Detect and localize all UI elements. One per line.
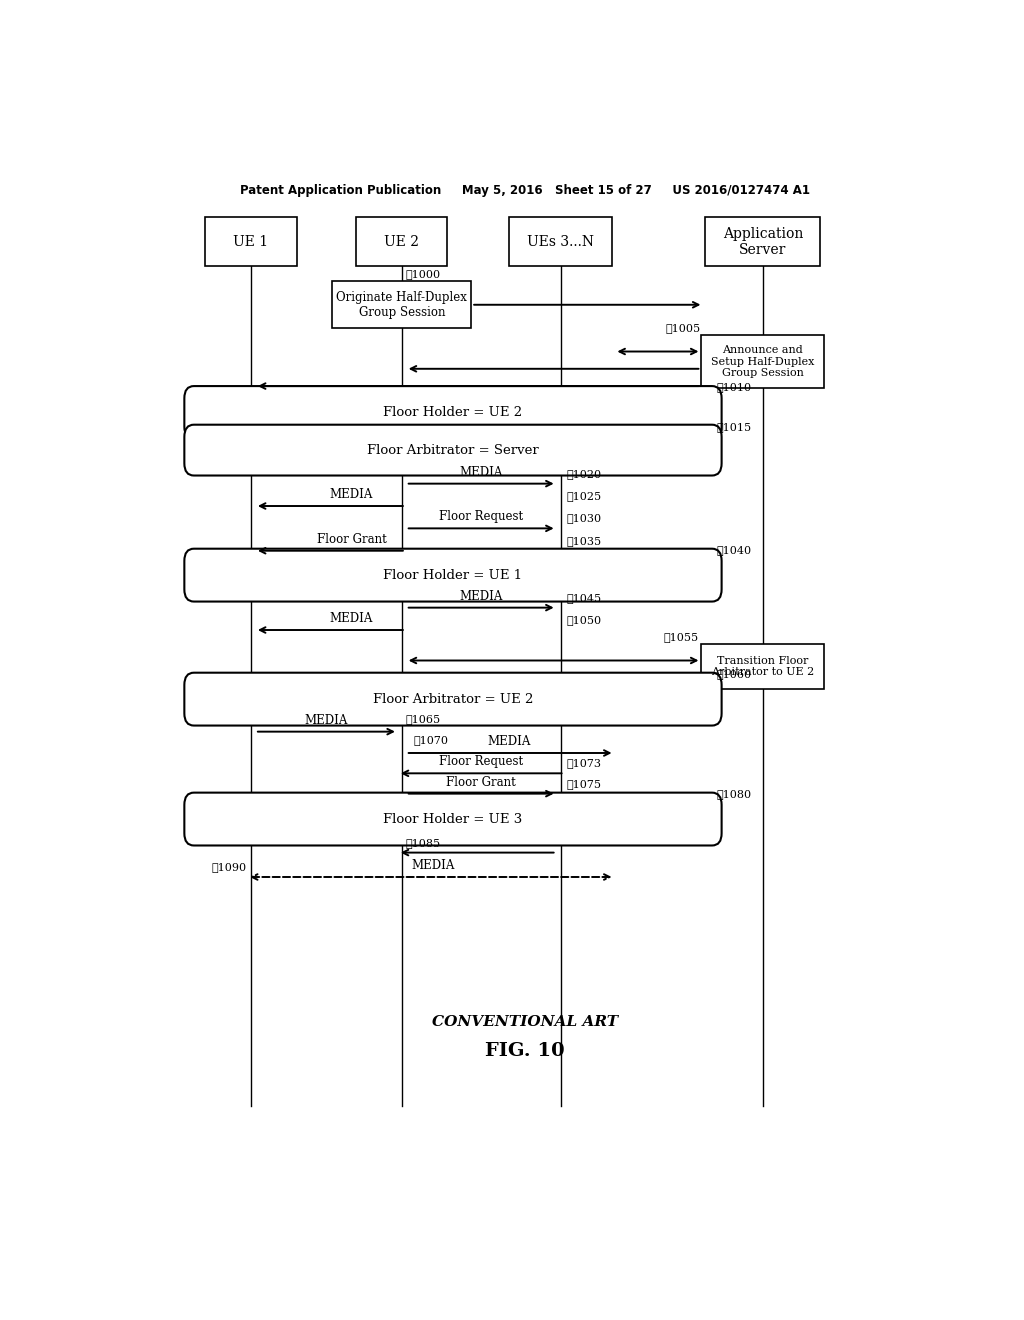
Text: ⌀1030: ⌀1030 [567,513,602,523]
Text: ⌀1015: ⌀1015 [717,422,752,432]
Text: ⌀1080: ⌀1080 [717,788,752,799]
Text: FIG. 10: FIG. 10 [485,1041,564,1060]
Text: ⌀1040: ⌀1040 [717,545,752,554]
Text: MEDIA: MEDIA [305,714,348,726]
Text: MEDIA: MEDIA [487,735,530,748]
Text: Floor Grant: Floor Grant [446,776,516,788]
Text: Floor Request: Floor Request [439,755,523,768]
Text: MEDIA: MEDIA [330,612,373,624]
Text: ⌀1060: ⌀1060 [717,669,752,678]
Text: Floor Holder = UE 3: Floor Holder = UE 3 [383,813,522,825]
Text: ⌀1010: ⌀1010 [717,381,752,392]
Text: MEDIA: MEDIA [412,859,456,873]
Text: ⌀1085: ⌀1085 [406,837,441,847]
Text: Floor Arbitrator = UE 2: Floor Arbitrator = UE 2 [373,693,534,706]
FancyBboxPatch shape [184,792,722,846]
FancyBboxPatch shape [701,644,824,689]
Text: ⌀1075: ⌀1075 [567,779,602,788]
FancyBboxPatch shape [184,673,722,726]
Text: Transition Floor
Arbitrator to UE 2: Transition Floor Arbitrator to UE 2 [712,656,814,677]
Text: UEs 3...N: UEs 3...N [527,235,594,248]
Text: ⌀1070: ⌀1070 [414,735,449,744]
Text: MEDIA: MEDIA [460,466,503,479]
Text: MEDIA: MEDIA [460,590,503,602]
Text: CONVENTIONAL ART: CONVENTIONAL ART [432,1015,617,1030]
FancyBboxPatch shape [509,218,612,267]
Text: Floor Grant: Floor Grant [316,533,386,545]
Text: ⌀1045: ⌀1045 [567,593,602,602]
Text: MEDIA: MEDIA [330,488,373,500]
Text: UE 2: UE 2 [384,235,419,248]
Text: ⌀1025: ⌀1025 [567,491,602,500]
FancyBboxPatch shape [184,385,722,440]
FancyBboxPatch shape [356,218,447,267]
Text: ⌀1055: ⌀1055 [664,632,698,642]
Text: ⌀1020: ⌀1020 [567,469,602,479]
FancyBboxPatch shape [184,549,722,602]
Text: Originate Half-Duplex
Group Session: Originate Half-Duplex Group Session [336,290,467,318]
Text: ⌀1005: ⌀1005 [666,323,700,333]
Text: Floor Arbitrator = Server: Floor Arbitrator = Server [368,444,539,457]
Text: ⌀1035: ⌀1035 [567,536,602,545]
FancyBboxPatch shape [206,218,297,267]
Text: Patent Application Publication     May 5, 2016   Sheet 15 of 27     US 2016/0127: Patent Application Publication May 5, 20… [240,183,810,197]
Text: ⌀1090: ⌀1090 [212,862,247,873]
Text: Floor Holder = UE 1: Floor Holder = UE 1 [383,569,522,582]
Text: UE 1: UE 1 [233,235,268,248]
Text: Floor Request: Floor Request [439,511,523,523]
Text: ⌀1050: ⌀1050 [567,615,602,624]
FancyBboxPatch shape [333,281,471,329]
Text: Announce and
Setup Half-Duplex
Group Session: Announce and Setup Half-Duplex Group Ses… [712,345,814,379]
FancyBboxPatch shape [706,218,820,267]
Text: ⌀1065: ⌀1065 [406,714,441,723]
Text: ⌀1000: ⌀1000 [406,269,441,280]
FancyBboxPatch shape [184,425,722,475]
Text: Floor Holder = UE 2: Floor Holder = UE 2 [383,407,522,418]
FancyBboxPatch shape [701,335,824,388]
Text: ⌀1073: ⌀1073 [567,758,602,768]
Text: Application
Server: Application Server [723,227,803,257]
